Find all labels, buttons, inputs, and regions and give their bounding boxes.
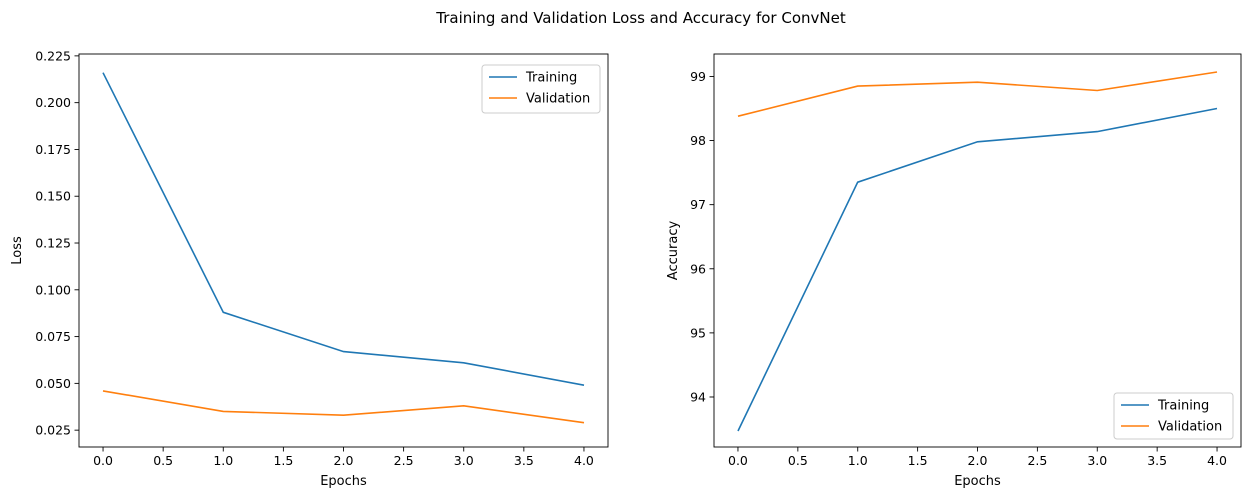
- axes-frame: [713, 53, 1242, 448]
- x-tick-label: 3.0: [1087, 453, 1107, 468]
- x-tick-label: 3.0: [454, 453, 474, 468]
- y-tick-label: 99: [690, 69, 706, 84]
- x-axis-label: Epochs: [320, 474, 367, 489]
- x-tick-label: 1.0: [848, 453, 868, 468]
- x-axis-label: Epochs: [954, 474, 1001, 489]
- x-tick-label: 0.0: [93, 453, 113, 468]
- x-tick-label: 0.0: [728, 453, 748, 468]
- series-line-validation: [102, 390, 585, 424]
- y-tick-label: 0.175: [35, 142, 71, 157]
- x-tick-label: 0.5: [153, 453, 173, 468]
- x-tick-label: 1.0: [213, 453, 233, 468]
- y-tick-label: 96: [690, 261, 706, 276]
- x-tick-label: 0.5: [788, 453, 808, 468]
- legend: Training Validation: [1113, 392, 1234, 440]
- loss-chart: 0.0 0.5 1.0 1.5 2.0 2.5 3.0 3.5 4.0 0.025 0.050 0.0…: [10, 48, 609, 489]
- y-axis-label: Loss: [10, 236, 25, 265]
- y-tick-label: 98: [690, 133, 706, 148]
- legend-label-training: Training: [1157, 399, 1209, 414]
- x-tick-label: 4.0: [574, 453, 594, 468]
- x-tick-label: 2.0: [968, 453, 988, 468]
- y-axis-label: Accuracy: [666, 221, 681, 281]
- series-line-training: [737, 107, 1218, 432]
- y-tick-label: 0.225: [35, 48, 71, 63]
- series-line-training: [102, 72, 585, 386]
- x-tick-label: 3.5: [1147, 453, 1167, 468]
- y-tick-label: 0.150: [35, 189, 71, 204]
- series-line-validation: [737, 71, 1218, 117]
- x-tick-label: 2.0: [334, 453, 354, 468]
- x-tick-label: 1.5: [273, 453, 293, 468]
- y-tick-label: 0.125: [35, 236, 71, 251]
- legend-label-validation: Validation: [1158, 420, 1222, 435]
- accuracy-chart: 0.0 0.5 1.0 1.5 2.0 2.5 3.0 3.5 4.0 94 95 96 97 98 99 E…: [666, 53, 1242, 489]
- figure-title: Training and Validation Loss and Accurac…: [435, 9, 846, 27]
- x-tick-label: 2.5: [1027, 453, 1047, 468]
- legend: Training Validation: [481, 64, 601, 114]
- legend-label-training: Training: [525, 71, 577, 86]
- y-tick-label: 0.050: [35, 376, 71, 391]
- x-tick-label: 3.5: [514, 453, 534, 468]
- y-tick-label: 97: [690, 197, 706, 212]
- x-tick-label: 4.0: [1207, 453, 1227, 468]
- x-tick-label: 2.5: [394, 453, 414, 468]
- y-tick-label: 95: [690, 325, 706, 340]
- y-tick-label: 0.075: [35, 329, 71, 344]
- y-tick-label: 0.100: [35, 282, 71, 297]
- y-tick-label: 0.025: [35, 423, 71, 438]
- x-tick-label: 1.5: [908, 453, 928, 468]
- y-tick-label: 0.200: [35, 95, 71, 110]
- legend-label-validation: Validation: [526, 92, 590, 107]
- y-tick-label: 94: [690, 389, 706, 404]
